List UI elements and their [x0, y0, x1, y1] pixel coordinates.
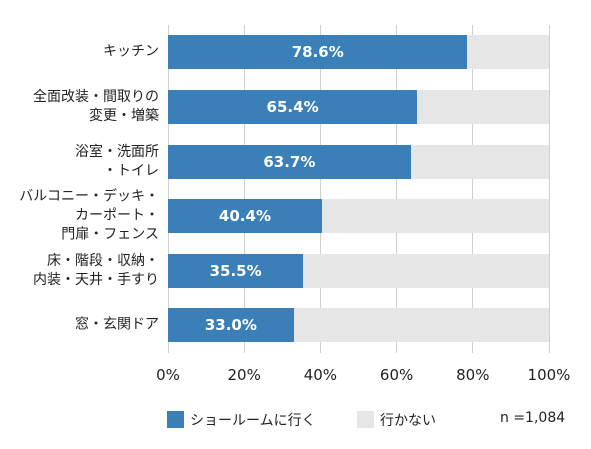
x-tick-label: 40% — [303, 366, 338, 384]
data-label: 65.4% — [266, 97, 319, 116]
bar — [168, 308, 294, 343]
data-label: 33.0% — [204, 316, 257, 335]
grid-line — [319, 25, 321, 353]
legend-label: 行かない — [380, 413, 436, 429]
legend-swatch — [167, 411, 184, 428]
bar — [168, 253, 304, 288]
grid-line — [548, 25, 550, 353]
bar — [410, 144, 549, 179]
category-label: キッチン — [103, 43, 159, 60]
bar — [417, 89, 549, 124]
sample-size-note: n =1,084 — [500, 410, 566, 426]
x-tick-label: 0% — [156, 366, 180, 384]
bar — [168, 144, 411, 179]
category-label: 窓・玄関ドア — [75, 316, 159, 333]
legend-swatch — [357, 411, 374, 428]
bar — [168, 35, 468, 70]
grid-line — [167, 25, 169, 353]
bar — [293, 308, 549, 343]
category-label: 浴室・洗面所 ・トイレ — [75, 143, 159, 179]
grid-line — [472, 25, 474, 353]
category-label: 床・階段・収納・ 内装・天井・手すり — [33, 252, 159, 288]
bar — [168, 89, 418, 124]
x-tick-label: 80% — [456, 366, 490, 384]
data-label: 78.6% — [291, 43, 344, 62]
x-tick-label: 20% — [227, 366, 261, 384]
category-label: バルコニー・デッキ・ カーポート・ 門扉・フェンス — [19, 188, 159, 243]
category-label: 全面改装・間取りの 変更・増築 — [33, 88, 159, 124]
legend-label: ショールームに行く — [190, 413, 316, 429]
data-label: 35.5% — [209, 261, 262, 280]
x-tick-label: 60% — [379, 366, 414, 384]
bar — [467, 35, 549, 70]
x-tick-label: 100% — [527, 366, 571, 384]
data-label: 40.4% — [218, 207, 271, 226]
bar — [321, 199, 549, 234]
grid-line — [243, 25, 245, 353]
data-label: 63.7% — [263, 152, 316, 171]
grid-line — [396, 25, 398, 353]
bar — [168, 199, 322, 234]
bar — [303, 253, 549, 288]
